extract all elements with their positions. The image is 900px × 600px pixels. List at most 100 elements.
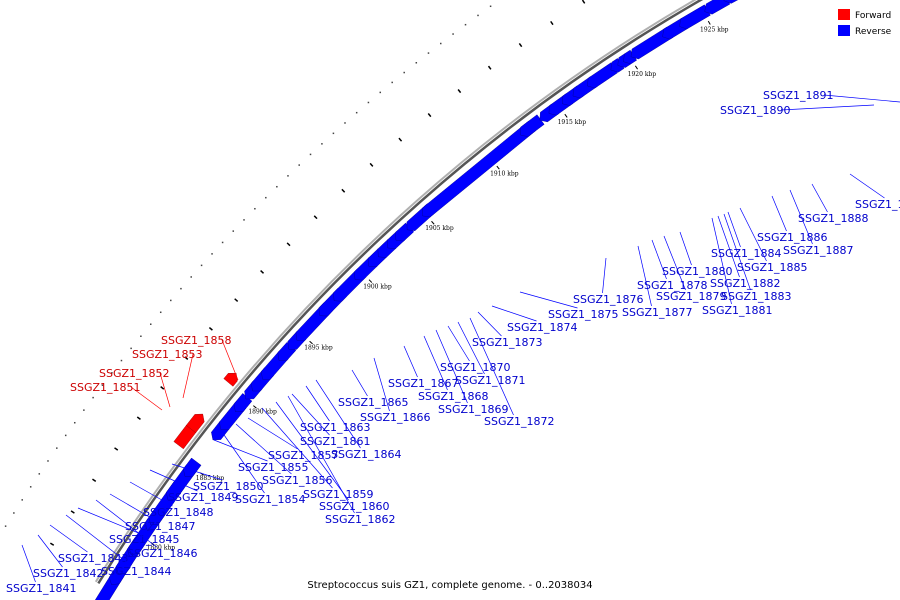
scale-tick-label: 1880 kbp — [147, 544, 176, 551]
gene-label: SSGZ1_1877 — [622, 306, 693, 319]
gene-leader-line — [602, 257, 607, 294]
gene-label: SSGZ1_1862 — [325, 513, 396, 526]
scale-tick-mark — [564, 113, 568, 118]
legend-forward-label: Forward — [855, 11, 891, 21]
gene-label: SSGZ1_1854 — [235, 493, 306, 506]
gene-label: SSGZ1_1858 — [161, 334, 232, 347]
outer-tick-mark — [208, 326, 213, 331]
scale-tick-label: 1900 kbp — [363, 283, 392, 290]
outer-tick-mark — [260, 269, 265, 274]
guide-dot — [200, 264, 203, 267]
gene-label: SSGZ1_1888 — [798, 212, 869, 225]
gene-leader-line — [221, 431, 265, 494]
gene-label: SSGZ1_1846 — [127, 547, 198, 560]
guide-dot — [56, 447, 58, 449]
gene-label: SSGZ1_1861 — [300, 435, 371, 448]
guide-dot — [120, 359, 123, 362]
gene-label: SSGZ1_1872 — [484, 415, 555, 428]
gene-leader-line — [77, 507, 139, 534]
gene-label: SSGZ1_1876 — [573, 293, 644, 306]
guide-dot — [439, 42, 442, 45]
outer-tick-mark — [114, 447, 119, 451]
guide-dot — [415, 62, 418, 64]
gene-label: SSGZ1_1881 — [702, 304, 773, 317]
gene-leader-line — [213, 439, 268, 462]
legend-reverse-label: Reverse — [855, 27, 892, 37]
gene-leader-line — [651, 239, 667, 280]
outer-tick-mark — [234, 298, 239, 302]
reverse-gene-block — [723, 0, 739, 4]
guide-dot — [111, 372, 113, 374]
genome-caption: Streptococcus suis GZ1, complete genome.… — [307, 580, 592, 591]
gene-leader-line — [247, 417, 298, 450]
guide-dot — [73, 421, 76, 424]
gene-leader-line — [37, 534, 63, 568]
gene-label: SSGZ1_1889 — [855, 198, 900, 211]
scale-tick-mark — [496, 165, 500, 170]
gene-label: SSGZ1_1878 — [637, 279, 708, 292]
outer-tick-mark — [427, 113, 432, 118]
guide-dot — [452, 33, 454, 35]
guide-dot — [211, 253, 213, 255]
gene-leader-line — [182, 353, 194, 399]
guide-dot — [391, 81, 393, 84]
scale-tick-label: 1915 kbp — [558, 119, 587, 126]
outer-tick-mark — [70, 510, 75, 514]
guide-dot — [4, 525, 7, 527]
outer-tick-mark — [313, 215, 318, 220]
guide-dot — [477, 14, 479, 17]
gene-leader-line — [315, 379, 361, 449]
gene-leader-line — [159, 372, 171, 408]
legend-forward-swatch — [838, 9, 850, 20]
gene-label: SSGZ1_1849 — [168, 491, 239, 504]
guide-dot — [287, 175, 289, 177]
guide-dot — [180, 287, 182, 290]
gene-label: SSGZ1_1857 — [268, 449, 339, 462]
gene-label: SSGZ1_1870 — [440, 361, 511, 374]
guide-dot — [367, 101, 370, 104]
gene-leader-line — [717, 215, 740, 278]
gene-label: SSGZ1_1864 — [331, 448, 402, 461]
gene-leader-line — [477, 311, 502, 337]
gene-leader-line — [109, 493, 155, 521]
reverse-gene-block — [183, 457, 202, 477]
reverse-gene-block — [422, 120, 536, 218]
gene-label: SSGZ1_1852 — [99, 367, 170, 380]
gene-leader-line — [65, 514, 131, 566]
gene-label: SSGZ1_1865 — [338, 396, 409, 409]
genome-backbone — [4, 0, 704, 585]
gene-leader-line — [423, 335, 448, 391]
gene-leader-line — [305, 385, 330, 422]
guide-dot — [29, 486, 32, 488]
outer-tick-mark — [581, 0, 586, 4]
guide-dot — [309, 153, 312, 156]
gene-label: SSGZ1_1871 — [455, 374, 526, 387]
outer-tick-mark — [49, 542, 55, 546]
guide-dot — [21, 499, 23, 501]
gene-label: SSGZ1_1880 — [662, 265, 733, 278]
gene-label: SSGZ1_1875 — [548, 308, 619, 321]
gene-leader-line — [373, 357, 390, 412]
guide-dot — [101, 384, 104, 386]
gene-label: SSGZ1_1848 — [143, 506, 214, 519]
gene-leader-line — [130, 386, 163, 411]
gene-label: SSGZ1_1890 — [720, 104, 791, 117]
guide-dot — [243, 219, 245, 221]
guide-dot — [298, 164, 300, 166]
gene-label: SSGZ1_1869 — [438, 403, 509, 416]
gene-leader-line — [491, 305, 537, 322]
scale-tick-label: 1885 kbp — [196, 475, 225, 482]
guide-dot — [221, 241, 224, 244]
outer-tick-mark — [160, 386, 165, 390]
gene-leader-line — [723, 213, 751, 291]
gene-label: SSGZ1_1884 — [711, 247, 782, 260]
legend-reverse-swatch — [838, 25, 850, 36]
gene-leader-line — [739, 207, 767, 262]
gene-leader-line — [519, 291, 578, 309]
outer-tick-mark — [457, 89, 462, 94]
scale-tick-mark — [368, 279, 373, 283]
gene-label: SSGZ1_1886 — [757, 231, 828, 244]
gene-label: SSGZ1_1860 — [319, 500, 390, 513]
gene-label: SSGZ1_1841 — [6, 582, 77, 595]
